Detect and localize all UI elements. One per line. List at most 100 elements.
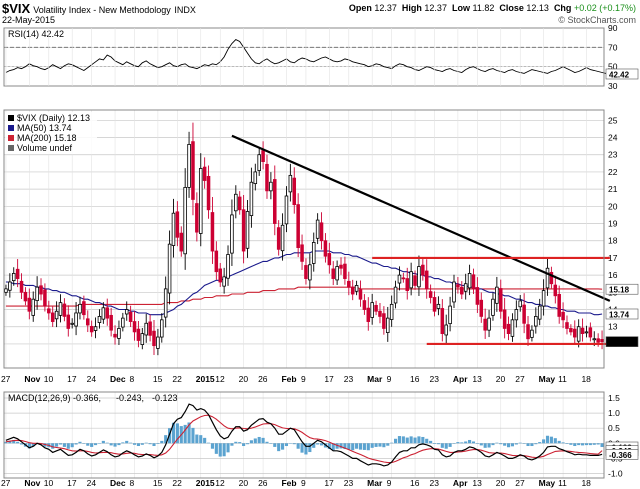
macd-x-label: 18 [581,478,591,488]
open-value: 12.37 [374,3,397,13]
candle-up [409,271,413,289]
candle-down [350,286,355,295]
candle-up [436,303,441,309]
price-tick-label: 18 [608,236,618,246]
macd-histogram-bar [152,443,156,447]
macd-histogram-bar [394,438,398,444]
macd-histogram-bar [8,440,12,444]
candle-up [584,331,589,334]
candle-down [276,227,281,250]
macd-histogram-bar [203,437,207,444]
macd-histogram-bar [191,427,195,444]
high-label: High [401,3,422,13]
macd-x-label: 22 [172,478,182,488]
ma50-line [5,250,603,316]
candle-down [19,280,24,293]
candle-up [370,302,374,318]
candle-down [421,264,425,276]
candle-down [39,285,43,295]
rsi-line [5,39,610,75]
candle-down [152,330,156,347]
candle-down [549,271,554,285]
macd-histogram-bar [479,443,483,446]
macd-histogram-bar [238,442,242,444]
chart-header: $VIX Volatility Index - New Methodology I… [0,0,640,26]
macd-histogram-bar [148,443,152,445]
rsi-legend: RSI(14) 42.42 [8,29,64,39]
candle-down [304,265,308,279]
macd-histogram-bar [86,443,90,446]
candle-up [93,326,98,331]
candle-up [592,338,597,341]
price-x-label: 13 [472,374,482,384]
high-value: 12.37 [424,3,447,13]
candle-up [510,319,515,337]
candle-down [15,268,20,279]
downtrend-line [231,134,611,302]
symbol-title: $VIX Volatility Index - New Methodology I… [2,1,196,16]
price-x-label: Mar [367,374,383,384]
legend-swatch [8,135,14,141]
close-label: Close [499,3,524,13]
candle-up [234,193,238,212]
candle-down [440,308,445,335]
rsi-tick-label: 30 [608,81,618,91]
candle-up [389,303,394,320]
price-tick-label: 19 [608,219,618,229]
price-panel-frame [3,109,605,369]
candle-down [526,324,530,340]
macd-histogram-bar [265,441,269,444]
price-x-label: 20 [239,374,249,384]
macd-histogram-bar [304,443,308,455]
macd-histogram-bar [284,443,289,447]
legend-swatch [8,125,14,131]
price-x-label: 26 [258,374,268,384]
candle-down [401,277,406,280]
candle-up [280,224,285,252]
macd-histogram-bar [335,443,339,449]
candle-down [43,289,47,307]
macd-x-label: 17 [67,478,77,488]
macd-histogram-bar [456,442,460,444]
price-tick-label: 22 [608,167,618,177]
macd-x-label: Dec [110,478,126,488]
low-label: Low [451,3,470,13]
macd-histogram-bar [522,443,526,444]
macd-histogram-bar [222,443,226,457]
macd-histogram-bar [495,442,499,444]
macd-histogram-bar [292,443,296,445]
candle-up [140,333,145,346]
macd-histogram-bar [331,443,335,451]
macd-histogram-bar [374,443,378,447]
candle-up [58,302,63,316]
candle-up [124,309,129,315]
candle-down [382,313,386,329]
rsi-last-label-box [605,68,639,80]
price-tick-label: 13 [608,322,618,332]
macd-histogram-bar [312,443,316,448]
candle-down [588,327,593,338]
candle-up [530,329,534,338]
macd-histogram-bar [351,443,355,451]
candle-down [210,212,215,252]
macd-histogram-bar [483,443,487,448]
price-legend-item: Volume undef [17,143,73,153]
macd-histogram-bar [171,422,176,444]
macd-histogram-bar [557,440,561,444]
macd-histogram-bar [534,443,538,445]
candle-up [230,214,234,254]
macd-histogram-bar [565,443,569,444]
price-last-label-box [605,336,639,347]
macd-histogram-bar [452,443,456,444]
macd-histogram-bar [444,443,448,449]
candle-up [183,186,187,255]
macd-x-label: 26 [258,478,268,488]
candle-down [319,222,324,242]
candle-up [452,281,456,303]
candle-down [553,284,558,297]
macd-histogram-bar [436,443,440,445]
candle-up [448,305,452,325]
macd-histogram-bar [245,443,250,445]
macd-histogram-bar [253,438,257,444]
